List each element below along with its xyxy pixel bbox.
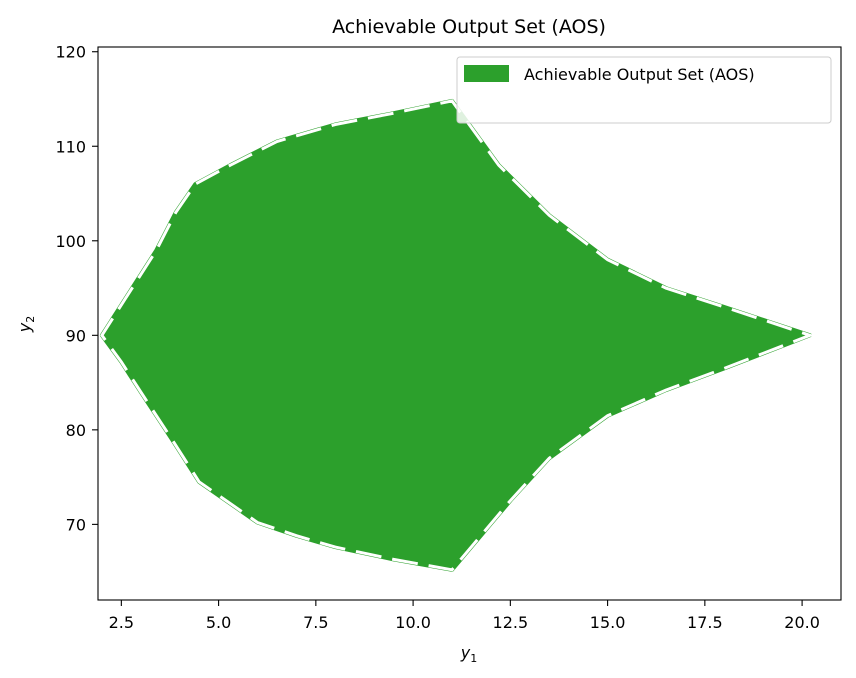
axes-frame bbox=[97, 46, 842, 601]
x-tick-label: 17.5 bbox=[687, 613, 723, 632]
x-axis-title: y1 bbox=[460, 643, 477, 665]
aos-region-dashed-border bbox=[100, 99, 815, 572]
y-tick-label: 120 bbox=[55, 43, 86, 62]
y-axis-title-main: y bbox=[15, 322, 34, 333]
y-axis-title-subscript: 2 bbox=[24, 316, 37, 323]
plot-area bbox=[98, 47, 841, 600]
legend: Achievable Output Set (AOS) bbox=[456, 56, 832, 124]
x-tick-label: 12.5 bbox=[493, 613, 529, 632]
y-axis-ticks: 70 80 90 100 110 120 bbox=[55, 43, 98, 534]
y-tick-label: 70 bbox=[66, 515, 86, 534]
x-axis-title-main: y bbox=[460, 643, 471, 662]
x-tick-label: 7.5 bbox=[303, 613, 328, 632]
x-tick-label: 15.0 bbox=[590, 613, 626, 632]
x-tick-label: 20.0 bbox=[784, 613, 820, 632]
y-tick-label: 110 bbox=[55, 137, 86, 156]
y-tick-label: 90 bbox=[66, 326, 86, 345]
legend-swatch bbox=[464, 65, 509, 82]
y-tick-label: 80 bbox=[66, 421, 86, 440]
legend-label: Achievable Output Set (AOS) bbox=[524, 65, 755, 84]
y-axis-title: y2 bbox=[15, 316, 37, 333]
x-tick-label: 10.0 bbox=[395, 613, 431, 632]
x-axis-ticks: 2.5 5.0 7.5 10.0 12.5 15.0 17.5 20.0 bbox=[109, 600, 820, 632]
legend-frame bbox=[456, 56, 832, 124]
x-axis-title-subscript: 1 bbox=[470, 652, 477, 665]
x-tick-label: 2.5 bbox=[109, 613, 134, 632]
x-tick-label: 5.0 bbox=[206, 613, 231, 632]
chart-title: Achievable Output Set (AOS) bbox=[332, 16, 606, 38]
axes bbox=[97, 46, 842, 601]
y-tick-label: 100 bbox=[55, 232, 86, 251]
